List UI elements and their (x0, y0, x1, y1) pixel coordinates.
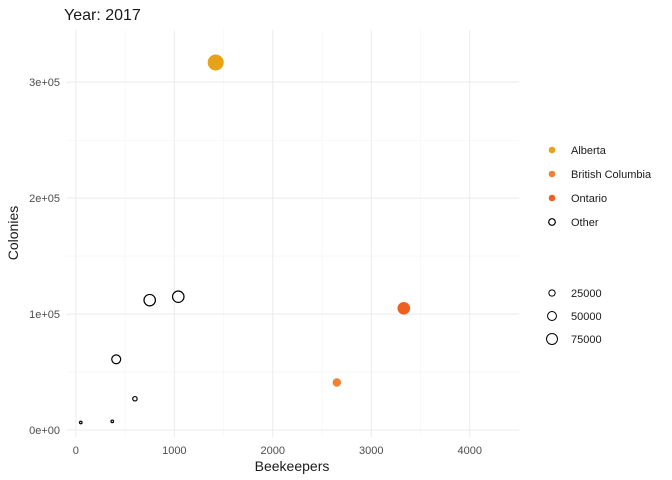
data-point-other (143, 293, 157, 307)
legend-key (548, 218, 556, 226)
y-tick-label: 0e+00 (29, 425, 60, 437)
size-legend-key (548, 289, 556, 297)
data-points (78, 54, 411, 425)
y-tick-label: 3e+05 (29, 77, 60, 89)
size-legend-key (547, 311, 557, 321)
legend-key (548, 194, 556, 202)
data-point-other (78, 420, 83, 425)
data-point-other (111, 354, 122, 365)
size-legend-label: 25000 (571, 288, 602, 300)
x-tick-label: 1000 (162, 445, 186, 457)
data-point-other (110, 419, 115, 424)
legend-key (548, 170, 556, 178)
legend-label: Ontario (571, 193, 607, 205)
chart-title: Year: 2017 (64, 7, 141, 24)
data-point-ontario (397, 301, 411, 315)
x-tick-label: 0 (73, 445, 79, 457)
legend-label: British Columbia (571, 169, 652, 181)
legend-label: Other (571, 217, 599, 229)
x-tick-label: 2000 (261, 445, 285, 457)
x-tick-label: 3000 (359, 445, 383, 457)
data-point-other (171, 290, 185, 304)
grid-lines (66, 30, 519, 437)
legend-key (548, 146, 556, 154)
size-legend-label: 50000 (571, 311, 602, 323)
data-point-alberta (207, 54, 224, 71)
legend: Alberta British Columbia Ontario Other 25000… (546, 145, 652, 346)
data-point-british-columbia (332, 378, 342, 387)
data-point-other (132, 395, 138, 402)
axis-ticks: 0 1000 2000 3000 4000 0e+00 1e+05 2e+05 3e+05 (29, 77, 482, 457)
size-legend-key (546, 333, 558, 345)
x-axis-title: Beekeepers (255, 458, 330, 474)
y-axis-title: Colonies (5, 206, 21, 260)
x-tick-label: 4000 (458, 445, 482, 457)
y-tick-label: 2e+05 (29, 193, 60, 205)
size-legend-label: 75000 (571, 334, 602, 346)
y-tick-label: 1e+05 (29, 309, 60, 321)
legend-label: Alberta (571, 145, 607, 157)
